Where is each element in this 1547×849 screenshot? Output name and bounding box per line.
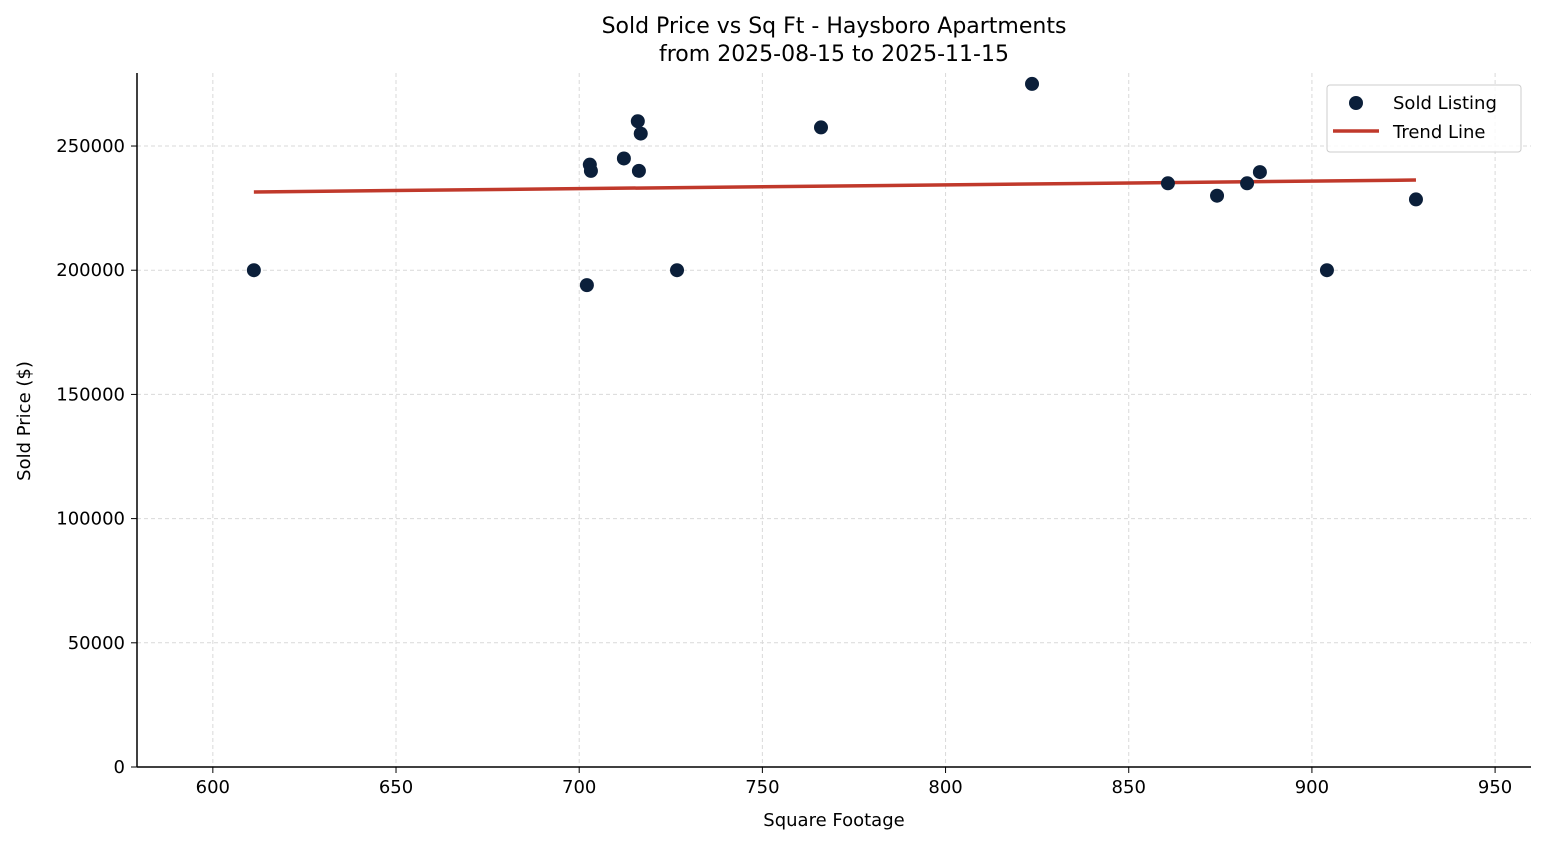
y-tick-label: 50000 bbox=[68, 633, 125, 654]
data-point bbox=[246, 263, 261, 278]
x-tick-label: 600 bbox=[196, 777, 230, 798]
x-tick-label: 800 bbox=[928, 777, 962, 798]
trend-line bbox=[253, 178, 1416, 194]
y-tick-label: 0 bbox=[114, 757, 125, 778]
legend-box bbox=[1326, 84, 1522, 153]
x-tick-label: 750 bbox=[745, 777, 779, 798]
chart-title: Sold Price vs Sq Ft - Haysboro Apartment… bbox=[602, 14, 1067, 39]
data-point bbox=[616, 151, 631, 166]
data-point bbox=[813, 120, 828, 135]
data-point bbox=[1240, 176, 1255, 191]
legend-marker-sold-listing bbox=[1349, 96, 1363, 110]
y-tick-label: 100000 bbox=[56, 509, 125, 530]
data-point bbox=[1210, 188, 1225, 203]
x-tick-label: 850 bbox=[1112, 777, 1146, 798]
data-point bbox=[633, 126, 648, 141]
data-point bbox=[1319, 263, 1334, 278]
x-axis-label: Square Footage bbox=[763, 810, 904, 831]
legend-label-trend-line: Trend Line bbox=[1392, 122, 1486, 143]
legend-label-sold-listing: Sold Listing bbox=[1393, 93, 1497, 114]
x-tick-label: 650 bbox=[379, 777, 413, 798]
data-point bbox=[630, 114, 645, 129]
y-tick-label: 200000 bbox=[56, 260, 125, 281]
data-point bbox=[631, 163, 646, 178]
data-point bbox=[579, 278, 594, 293]
y-axis-label: Sold Price ($) bbox=[14, 361, 35, 481]
x-tick-label: 900 bbox=[1295, 777, 1329, 798]
plot-area bbox=[246, 76, 1423, 293]
data-point bbox=[583, 163, 598, 178]
x-tick-label: 950 bbox=[1478, 777, 1512, 798]
legend: Sold Listing Trend Line bbox=[1326, 84, 1522, 153]
data-point bbox=[1408, 192, 1423, 207]
data-point bbox=[1252, 165, 1267, 180]
chart-subtitle: from 2025-08-15 to 2025-11-15 bbox=[659, 42, 1009, 67]
grid bbox=[137, 73, 1531, 768]
data-point bbox=[670, 263, 685, 278]
x-tick-label: 700 bbox=[562, 777, 596, 798]
data-point bbox=[1160, 176, 1175, 191]
axes: 600 650 700 750 800 850 900 950 0 50000 100000 1500… bbox=[56, 73, 1531, 798]
data-point bbox=[1025, 76, 1040, 91]
y-tick-label: 150000 bbox=[56, 384, 125, 405]
y-tick-label: 250000 bbox=[56, 136, 125, 157]
